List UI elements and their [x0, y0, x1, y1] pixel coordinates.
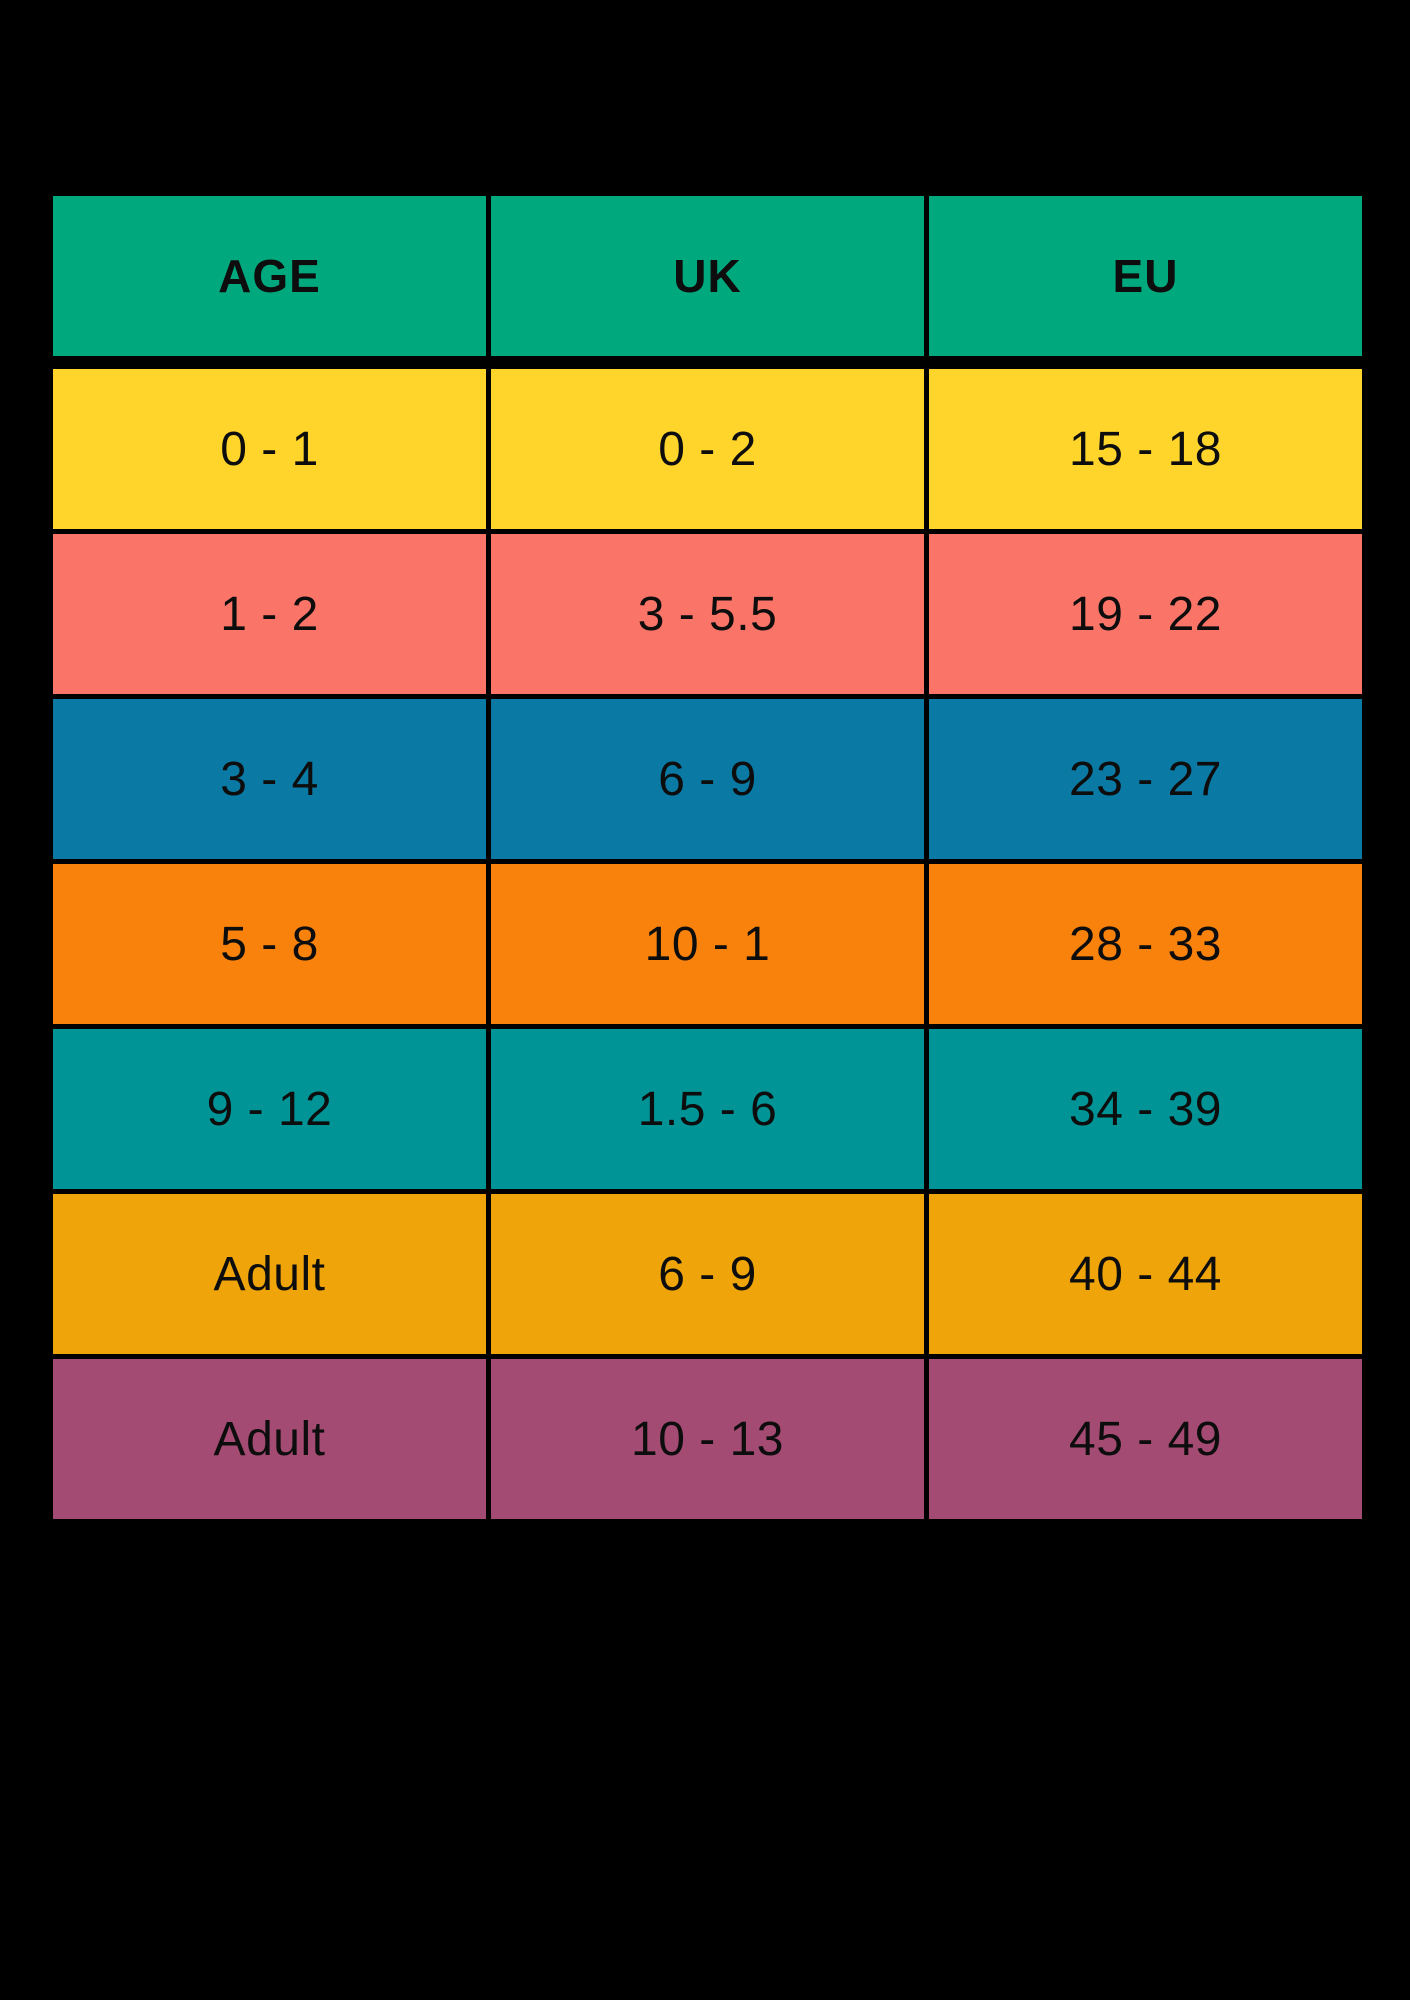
table-header-row: AGE UK EU	[53, 196, 1362, 356]
cell-age: Adult	[53, 1194, 486, 1354]
cell-eu: 23 - 27	[929, 699, 1362, 859]
cell-age: 5 - 8	[53, 864, 486, 1024]
cell-eu: 45 - 49	[929, 1359, 1362, 1519]
cell-eu: 34 - 39	[929, 1029, 1362, 1189]
header-cell-eu: EU	[929, 196, 1362, 356]
cell-uk: 1.5 - 6	[491, 1029, 924, 1189]
table-row: Adult 6 - 9 40 - 44	[53, 1194, 1362, 1354]
table-row: 9 - 12 1.5 - 6 34 - 39	[53, 1029, 1362, 1189]
cell-uk: 10 - 1	[491, 864, 924, 1024]
cell-age: 0 - 1	[53, 369, 486, 529]
cell-age: Adult	[53, 1359, 486, 1519]
cell-eu: 19 - 22	[929, 534, 1362, 694]
table-row: 1 - 2 3 - 5.5 19 - 22	[53, 534, 1362, 694]
size-conversion-table: AGE UK EU 0 - 1 0 - 2 15 - 18 1 - 2 3 - …	[53, 196, 1362, 1524]
cell-eu: 15 - 18	[929, 369, 1362, 529]
header-cell-age: AGE	[53, 196, 486, 356]
cell-uk: 6 - 9	[491, 1194, 924, 1354]
cell-eu: 40 - 44	[929, 1194, 1362, 1354]
cell-age: 3 - 4	[53, 699, 486, 859]
table-row: 5 - 8 10 - 1 28 - 33	[53, 864, 1362, 1024]
table-row: 3 - 4 6 - 9 23 - 27	[53, 699, 1362, 859]
cell-uk: 0 - 2	[491, 369, 924, 529]
header-cell-uk: UK	[491, 196, 924, 356]
cell-age: 1 - 2	[53, 534, 486, 694]
table-row: 0 - 1 0 - 2 15 - 18	[53, 369, 1362, 529]
cell-uk: 3 - 5.5	[491, 534, 924, 694]
cell-uk: 6 - 9	[491, 699, 924, 859]
cell-age: 9 - 12	[53, 1029, 486, 1189]
cell-uk: 10 - 13	[491, 1359, 924, 1519]
table-row: Adult 10 - 13 45 - 49	[53, 1359, 1362, 1519]
cell-eu: 28 - 33	[929, 864, 1362, 1024]
